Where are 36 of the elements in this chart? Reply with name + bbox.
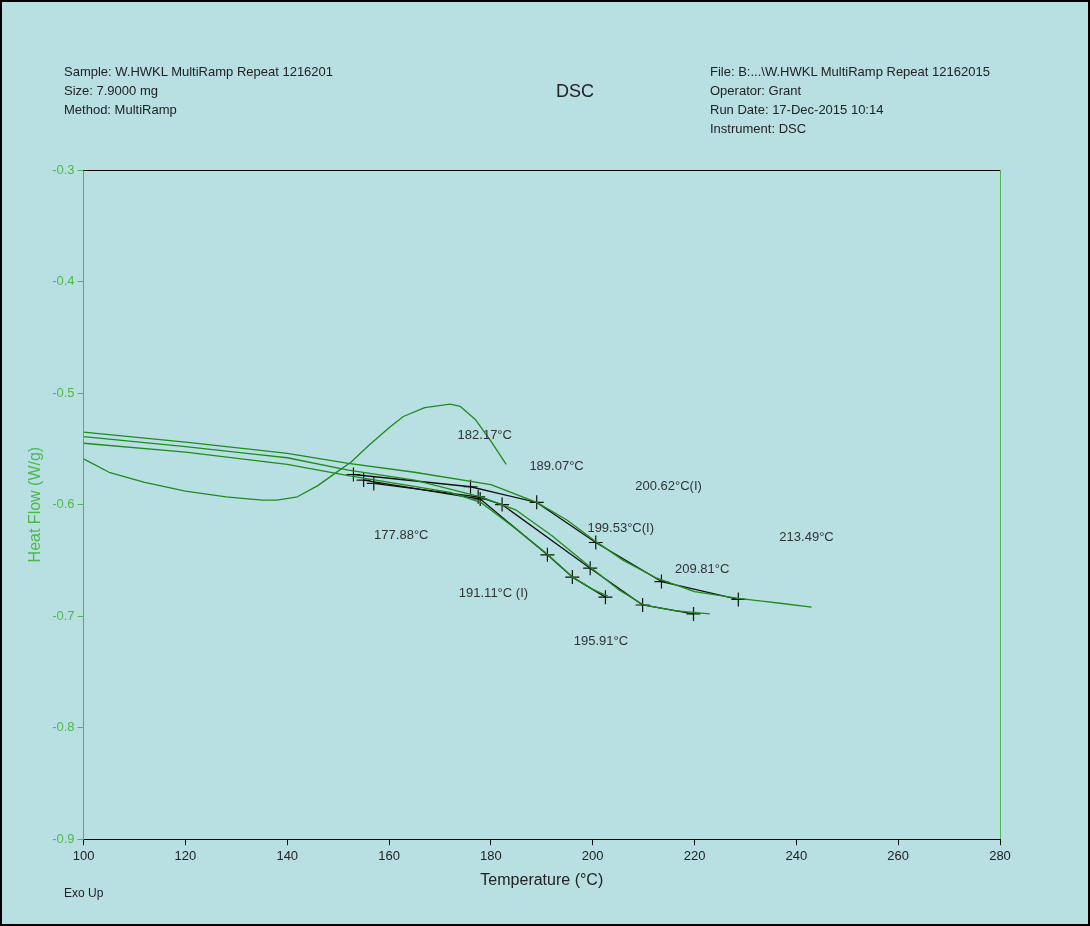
x-tick-label: 280 (989, 847, 1011, 863)
y-tick-label: -0.4 (52, 273, 75, 289)
text: Instrument: DSC (710, 120, 808, 138)
y-axis-title: Heat Flow (W/g) (26, 446, 44, 563)
text: Operator: Grant (710, 82, 803, 100)
annotation: 191.11°C (I) (458, 585, 529, 601)
y-tick-label: -0.7 (52, 607, 75, 623)
text: Size: 7.9000 mg (64, 82, 159, 100)
y-tick-label: -0.8 (52, 719, 75, 735)
annotation: 199.53°C(I) (587, 519, 655, 535)
text: Run Date: 17-Dec-2015 10:14 (710, 101, 885, 119)
x-tick-label: 240 (785, 847, 808, 863)
x-tick-label: 200 (581, 847, 604, 863)
text: File: B:...\W.HWKL MultiRamp Repeat 12162015 (710, 63, 990, 81)
annotation: 195.91°C (573, 633, 629, 649)
annotation: 209.81°C (674, 560, 730, 576)
text: Sample: W.HWKL MultiRamp Repeat 1216201 (64, 63, 334, 81)
text: Exo Up (64, 886, 104, 900)
x-axis-title: Temperature (°C) (480, 870, 604, 888)
x-tick-label: 220 (683, 847, 706, 863)
x-tick-label: 260 (887, 847, 910, 863)
annotation: 189.07°C (529, 458, 584, 474)
y-tick-label: -0.9 (52, 830, 75, 846)
x-tick-label: 100 (72, 847, 95, 863)
x-tick-label: 120 (174, 847, 197, 863)
y-tick-label: -0.5 (52, 384, 75, 400)
x-tick-label: 180 (480, 847, 502, 863)
chart-title: DSC (555, 81, 595, 101)
x-tick-label: 160 (378, 847, 400, 863)
x-tick-label: 140 (276, 847, 299, 863)
annotation: 213.49°C (779, 528, 834, 544)
annotation: 200.62°C(I) (635, 478, 702, 494)
y-tick-label: -0.3 (52, 161, 75, 177)
y-tick-label: -0.6 (52, 496, 75, 512)
annotation: 177.88°C (374, 527, 429, 543)
text: Method: MultiRamp (64, 101, 178, 119)
